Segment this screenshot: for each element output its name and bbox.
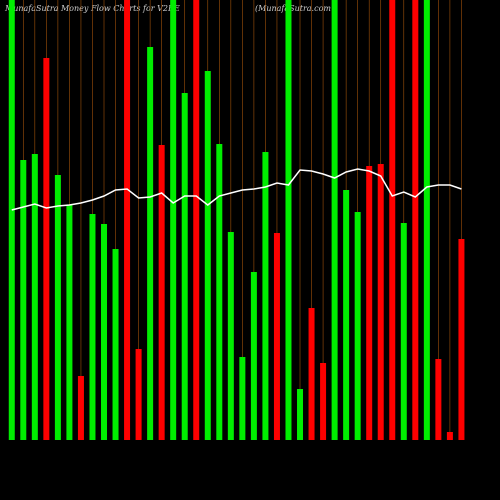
- chart-subtitle: (MunafaSutra.com: [255, 4, 331, 13]
- bar: [343, 190, 350, 440]
- bar: [273, 233, 280, 440]
- bar: [89, 214, 96, 440]
- money-flow-line: [11, 168, 462, 211]
- bar: [331, 0, 338, 440]
- bar: [377, 164, 384, 440]
- bar: [66, 205, 73, 440]
- bar: [308, 308, 315, 440]
- bar: [170, 0, 177, 440]
- bar: [112, 249, 119, 440]
- bar: [77, 376, 84, 440]
- bar: [389, 0, 396, 440]
- bar: [158, 145, 165, 440]
- bar: [400, 223, 407, 440]
- bar: [250, 272, 257, 440]
- bar: [147, 47, 154, 440]
- bar: [423, 0, 430, 440]
- bar: [101, 224, 108, 440]
- bar: [54, 175, 61, 440]
- bar: [285, 0, 292, 440]
- bar: [31, 154, 38, 440]
- bar: [124, 0, 131, 440]
- bar: [297, 389, 304, 440]
- bar: [412, 0, 419, 440]
- bar: [320, 363, 327, 440]
- bar: [135, 349, 142, 440]
- bar: [458, 239, 465, 440]
- bar: [366, 166, 373, 440]
- bar: [20, 160, 27, 440]
- bar: [239, 357, 246, 440]
- bar: [262, 152, 269, 440]
- chart-title: MunafaSutra Money Flow Charts for V2BE: [4, 4, 180, 13]
- bar: [43, 58, 50, 440]
- bar: [181, 93, 188, 440]
- bar: [446, 432, 453, 440]
- bar: [227, 232, 234, 440]
- bar: [204, 71, 211, 440]
- bar: [435, 359, 442, 440]
- bar: [216, 144, 223, 440]
- bar: [354, 212, 361, 440]
- bar: [193, 0, 200, 440]
- bar: [8, 0, 15, 440]
